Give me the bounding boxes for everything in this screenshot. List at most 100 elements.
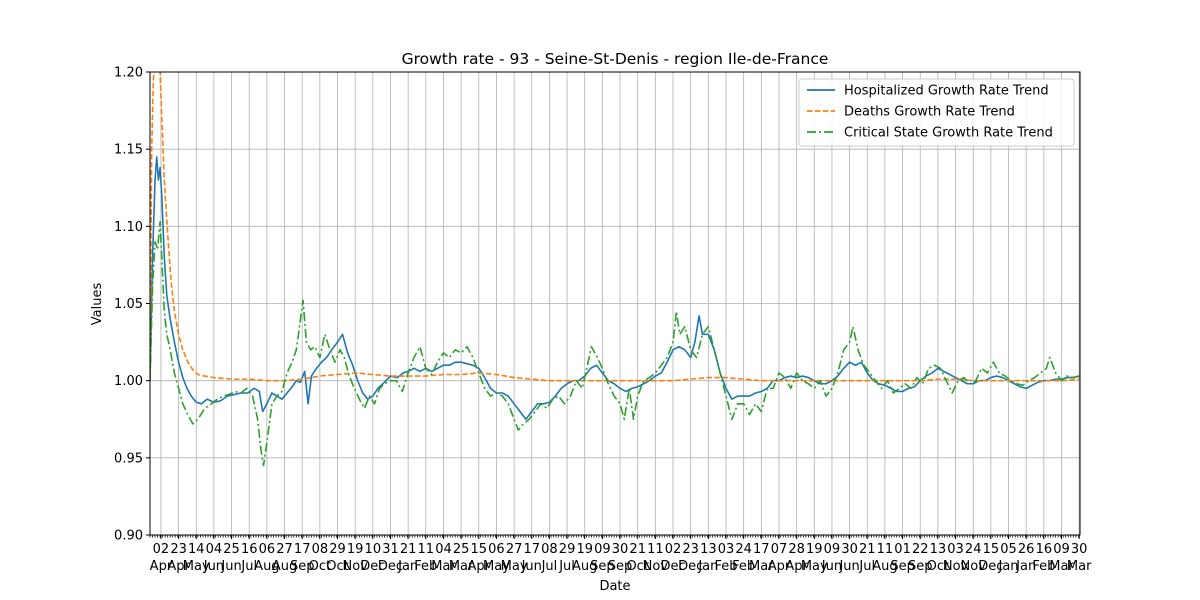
x-tick-day-label: 14 bbox=[188, 542, 205, 557]
x-tick-day-label: 16 bbox=[1036, 542, 1053, 557]
x-axis-label: Date bbox=[599, 579, 630, 594]
x-tick-day-label: 13 bbox=[700, 542, 717, 557]
x-tick-day-label: 31 bbox=[382, 542, 399, 557]
y-tick-label: 1.00 bbox=[114, 374, 143, 389]
x-tick-month-label: Apr bbox=[150, 559, 173, 574]
x-tick-month-label: Aug bbox=[572, 559, 597, 574]
x-tick-month-label: Nov bbox=[961, 559, 987, 574]
x-tick-day-label: 29 bbox=[559, 542, 576, 557]
x-tick-month-label: Apr bbox=[785, 559, 808, 574]
y-tick-label: 1.15 bbox=[114, 143, 143, 158]
x-tick-month-label: May bbox=[183, 559, 210, 574]
x-tick-month-label: Nov bbox=[643, 559, 669, 574]
x-tick-month-label: Jun bbox=[838, 559, 859, 574]
x-minor-ticks bbox=[149, 535, 1079, 538]
y-tick-label: 1.10 bbox=[114, 220, 143, 235]
x-tick-month-label: Aug bbox=[872, 559, 897, 574]
x-tick-day-label: 15 bbox=[471, 542, 488, 557]
x-tick-day-label: 30 bbox=[612, 542, 629, 557]
x-tick-day-label: 09 bbox=[824, 542, 841, 557]
x-tick-month-label: Mar bbox=[449, 559, 474, 574]
x-tick-day-label: 27 bbox=[506, 542, 523, 557]
y-tick-label: 1.05 bbox=[114, 297, 143, 312]
x-tick-month-label: May bbox=[801, 559, 828, 574]
x-tick-month-label: Feb bbox=[714, 559, 737, 574]
x-tick-month-label: Jul bbox=[858, 559, 875, 574]
x-tick-month-label: Jan bbox=[998, 559, 1019, 574]
legend-label-1: Hospitalized Growth Rate Trend bbox=[844, 84, 1049, 99]
x-tick-day-label: 10 bbox=[365, 542, 382, 557]
legend-box bbox=[798, 78, 1075, 147]
x-tick-day-label: 03 bbox=[718, 542, 735, 557]
x-tick-month-label: Feb bbox=[1032, 559, 1055, 574]
x-tick-month-label: May bbox=[501, 559, 528, 574]
x-tick-month-label: Aug bbox=[254, 559, 279, 574]
x-tick-day-label: 07 bbox=[771, 542, 788, 557]
x-tick-month-label: Nov bbox=[943, 559, 969, 574]
legend-label-2: Deaths Growth Rate Trend bbox=[844, 105, 1015, 120]
x-tick-day-label: 17 bbox=[753, 542, 770, 557]
x-tick-day-label: 23 bbox=[682, 542, 699, 557]
x-tick-day-label: 08 bbox=[541, 542, 558, 557]
x-tick-day-label: 08 bbox=[312, 542, 329, 557]
x-tick-month-label: Oct bbox=[927, 559, 949, 574]
x-tick-day-label: 19 bbox=[576, 542, 593, 557]
x-tick-day-label: 30 bbox=[1071, 542, 1088, 557]
x-tick-month-label: Apr bbox=[167, 559, 190, 574]
x-tick-day-label: 09 bbox=[594, 542, 611, 557]
x-tick-day-label: 25 bbox=[223, 542, 240, 557]
x-tick-day-label: 04 bbox=[435, 542, 452, 557]
x-tick-month-label: Jan bbox=[1015, 559, 1036, 574]
x-tick-day-label: 02 bbox=[665, 542, 682, 557]
x-tick-month-label: Jul bbox=[240, 559, 257, 574]
x-tick-month-label: Jan bbox=[397, 559, 418, 574]
x-tick-day-label: 11 bbox=[647, 542, 664, 557]
y-tick-label: 0.95 bbox=[114, 451, 143, 466]
x-tick-day-label: 19 bbox=[347, 542, 364, 557]
x-tick-day-label: 23 bbox=[170, 542, 187, 557]
x-tick-day-label: 27 bbox=[276, 542, 293, 557]
x-tick-day-label: 22 bbox=[912, 542, 929, 557]
x-tick-day-label: 28 bbox=[788, 542, 805, 557]
x-tick-day-label: 01 bbox=[894, 542, 911, 557]
x-tick-month-label: Mar bbox=[749, 559, 774, 574]
x-tick-month-label: Apr bbox=[468, 559, 491, 574]
x-tick-day-label: 21 bbox=[629, 542, 646, 557]
x-tick-day-label: 25 bbox=[453, 542, 470, 557]
x-tick-day-label: 17 bbox=[523, 542, 540, 557]
x-tick-month-label: Mar bbox=[1067, 559, 1092, 574]
x-tick-month-label: Nov bbox=[342, 559, 368, 574]
y-axis-ticks: 0.90 0.95 1.00 1.05 1.10 1.15 1.20 bbox=[114, 66, 150, 544]
x-tick-month-label: Dec bbox=[678, 559, 703, 574]
x-tick-day-label: 26 bbox=[1018, 542, 1035, 557]
y-tick-label: 0.90 bbox=[114, 529, 143, 544]
x-tick-month-label: Mar bbox=[431, 559, 456, 574]
series-line-2 bbox=[150, 72, 1080, 382]
x-tick-day-label: 06 bbox=[259, 542, 276, 557]
x-tick-month-label: Aug bbox=[272, 559, 297, 574]
x-tick-day-label: 19 bbox=[806, 542, 823, 557]
x-tick-month-label: Jun bbox=[521, 559, 542, 574]
x-tick-month-label: Dec bbox=[978, 559, 1003, 574]
x-tick-day-label: 02 bbox=[153, 542, 170, 557]
legend-label-3: Critical State Growth Rate Trend bbox=[844, 126, 1053, 141]
x-tick-month-label: Jun bbox=[220, 559, 241, 574]
x-tick-day-label: 11 bbox=[418, 542, 435, 557]
x-tick-month-label: Mar bbox=[1049, 559, 1074, 574]
x-tick-month-label: Dec bbox=[660, 559, 685, 574]
x-tick-day-label: 06 bbox=[488, 542, 505, 557]
y-tick-label: 1.20 bbox=[114, 66, 143, 81]
x-tick-month-label: Oct bbox=[626, 559, 648, 574]
y-axis-label: Values bbox=[90, 283, 105, 326]
x-tick-month-label: Feb bbox=[732, 559, 755, 574]
x-tick-month-label: May bbox=[483, 559, 510, 574]
x-tick-month-label: Jan bbox=[697, 559, 718, 574]
x-tick-day-label: 09 bbox=[1053, 542, 1070, 557]
x-axis-ticks: 02Apr23Apr14May04Jun25Jun16Jul06Aug27Aug… bbox=[149, 535, 1092, 574]
x-tick-day-label: 13 bbox=[930, 542, 947, 557]
x-tick-month-label: Jun bbox=[203, 559, 224, 574]
series-line-3 bbox=[150, 220, 1080, 467]
x-tick-day-label: 24 bbox=[735, 542, 752, 557]
x-tick-month-label: Oct bbox=[309, 559, 331, 574]
